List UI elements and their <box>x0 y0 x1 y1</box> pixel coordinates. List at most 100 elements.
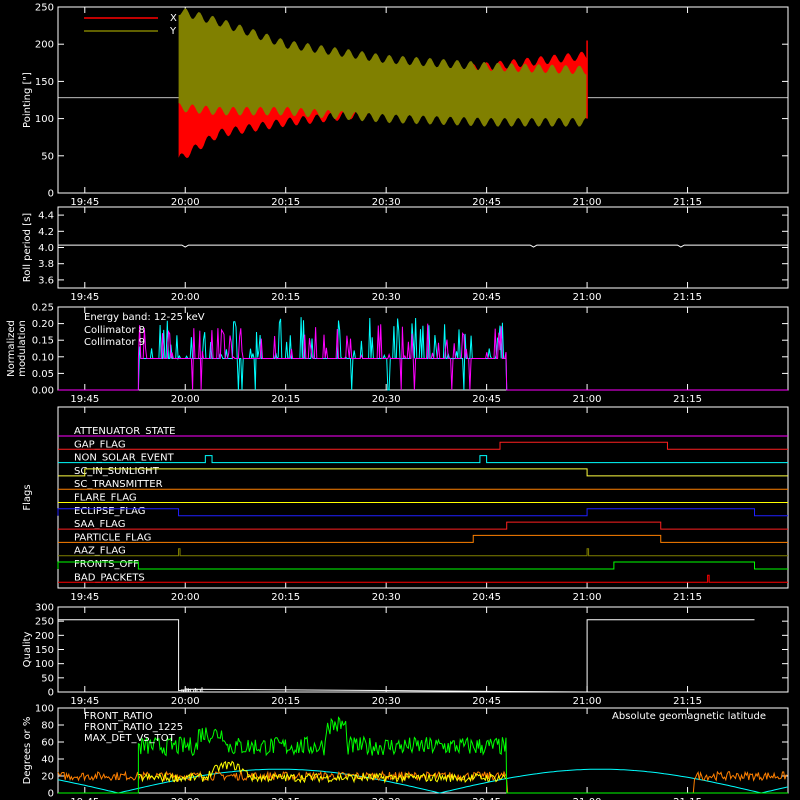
series-front-ratio-1225 <box>58 716 788 794</box>
y-tick-label: 0.15 <box>32 336 54 347</box>
x-tick-label: 21:15 <box>673 797 702 800</box>
y-tick-label: 4.2 <box>38 227 54 238</box>
panel-2: 3.6 3.8 4.0 4.2 4.4 19:45 20:00 20:15 20:30 20:45… <box>22 206 789 303</box>
quality-line <box>58 619 755 693</box>
y-tick-label: 50 <box>41 673 54 684</box>
flag-label: AAZ_FLAG <box>74 546 126 557</box>
y-tick-label: 3.6 <box>38 275 54 286</box>
x-tick-label: 20:00 <box>171 592 200 603</box>
x-tick-label: 20:15 <box>271 592 300 603</box>
y-tick-label: 0.25 <box>32 303 54 314</box>
flag-trace <box>57 508 788 517</box>
x-tick-label: 21:00 <box>573 592 602 603</box>
y-tick-label: 0.20 <box>32 319 54 330</box>
flag-trace <box>58 548 788 557</box>
y-tick-label: 40 <box>41 755 54 766</box>
x-tick-label: 19:45 <box>70 797 99 800</box>
y-tick-label: 0.05 <box>32 369 54 380</box>
legend-label-max-det-vs-tot: MAX_DET_VS_TOT <box>84 733 176 744</box>
y-tick-label: 3.8 <box>38 259 54 270</box>
y-tick-label: 200 <box>35 40 54 51</box>
x-tick-label: 20:30 <box>372 197 401 208</box>
flag-trace <box>58 521 788 530</box>
x-tick-label: 20:30 <box>372 797 401 800</box>
geomagnetic-latitude-label: Absolute geomagnetic latitude <box>612 711 766 722</box>
y-tick-label: 0.10 <box>32 352 54 363</box>
y-tick-label: 60 <box>41 738 54 749</box>
x-tick-label: 20:45 <box>472 292 501 303</box>
x-tick-label: 21:00 <box>573 394 602 405</box>
x-tick-label: 21:00 <box>573 797 602 800</box>
x-tick-label: 21:15 <box>673 197 702 208</box>
flag-trace <box>58 441 788 450</box>
y-tick-label: 250 <box>35 3 54 14</box>
flag-trace <box>58 468 788 477</box>
x-tick-label: 19:45 <box>70 592 99 603</box>
panel-3: 0.00 0.05 0.10 0.15 0.20 0.25 19:45 20:00 20:15 2… <box>6 303 789 405</box>
x-tick-label: 20:15 <box>271 197 300 208</box>
x-tick-label: 21:15 <box>673 592 702 603</box>
y-tick-label: 150 <box>35 77 54 88</box>
series-front-ratio <box>138 760 506 784</box>
panel-6: 0 20 40 60 80 100 19:45 20:00 20:15 20:30 20:45 21:… <box>22 704 789 800</box>
y-axis-label: Flags <box>22 484 33 510</box>
x-tick-label: 20:30 <box>372 292 401 303</box>
x-tick-label: 20:30 <box>372 696 401 707</box>
x-tick-label: 20:45 <box>472 797 501 800</box>
x-tick-label: 20:00 <box>171 292 200 303</box>
plot-frame <box>57 6 789 194</box>
flag-label: SAA_FLAG <box>74 519 125 530</box>
legend-label-y: Y <box>169 26 177 37</box>
flag-label: GAP_FLAG <box>74 439 126 450</box>
x-tick-label: 20:30 <box>372 592 401 603</box>
x-tick-label: 20:00 <box>171 696 200 707</box>
x-tick-label: 20:00 <box>171 197 200 208</box>
x-tick-label: 20:00 <box>171 394 200 405</box>
x-tick-label: 21:00 <box>573 292 602 303</box>
y-tick-label: 150 <box>35 645 54 656</box>
geomagnetic-latitude-line <box>57 768 789 794</box>
y-tick-label: 100 <box>35 704 54 715</box>
y-tick-label: 4.0 <box>38 243 54 254</box>
legend-label-collimator-9: Collimator 9 <box>84 337 145 348</box>
legend-label-front-ratio: FRONT_RATIO <box>84 711 153 722</box>
x-tick-label: 19:45 <box>70 696 99 707</box>
x-tick-label: 21:15 <box>673 696 702 707</box>
plot-frame <box>57 206 789 289</box>
x-tick-label: 21:15 <box>673 292 702 303</box>
y-tick-label: 4.4 <box>38 211 54 222</box>
flag-label: SC_TRANSMITTER <box>74 479 163 490</box>
flag-label: FRONTS_OFF <box>74 559 139 570</box>
panel-5: 0 50 100 150 200 250 300 19:45 20:00 20:15 20:30 20… <box>22 603 789 707</box>
series-collimator-9 <box>58 323 788 391</box>
y-tick-label: 250 <box>35 617 54 628</box>
x-tick-label: 21:00 <box>573 696 602 707</box>
flag-label: ECLIPSE_FLAG <box>74 506 145 517</box>
series-y-band <box>178 8 588 127</box>
y-tick-label: 80 <box>41 721 54 732</box>
x-tick-label: 20:45 <box>472 592 501 603</box>
y-tick-label: 50 <box>41 151 54 162</box>
x-tick-label: 20:45 <box>472 696 501 707</box>
flag-label: NON_SOLAR_EVENT <box>74 453 175 464</box>
y-tick-label: 100 <box>35 114 54 125</box>
y-tick-label: 0 <box>48 789 54 800</box>
y-tick-label: 0 <box>48 688 54 699</box>
y-axis-label: modulation <box>17 320 28 377</box>
y-axis-label: Roll period [s] <box>22 213 33 282</box>
x-tick-label: 21:00 <box>573 197 602 208</box>
legend-label-collimator-8: Collimator 8 <box>84 325 145 336</box>
x-tick-label: 19:45 <box>70 292 99 303</box>
y-axis-label: Pointing ["] <box>22 72 33 128</box>
x-tick-label: 19:45 <box>70 197 99 208</box>
panel-1: 0 50 100 150 200 250 19:45 20:00 20:15 20:30 20:45… <box>22 3 789 208</box>
x-tick-label: 20:30 <box>372 394 401 405</box>
flag-trace <box>58 455 788 464</box>
y-tick-label: 100 <box>35 659 54 670</box>
flag-label: SC_IN_SUNLIGHT <box>74 466 160 477</box>
x-tick-label: 20:15 <box>271 797 300 800</box>
x-tick-label: 20:15 <box>271 696 300 707</box>
flag-label: BAD_PACKETS <box>74 572 145 583</box>
y-tick-label: 200 <box>35 631 54 642</box>
